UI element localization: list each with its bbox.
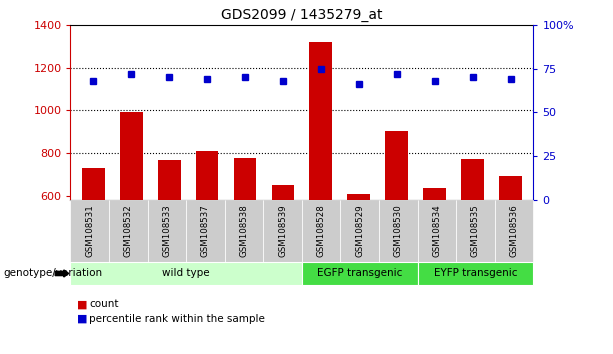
Bar xyxy=(82,168,105,200)
Bar xyxy=(234,158,256,200)
Text: wild type: wild type xyxy=(162,268,210,279)
Text: GSM108532: GSM108532 xyxy=(124,205,133,257)
Text: EYFP transgenic: EYFP transgenic xyxy=(434,268,517,279)
Text: GSM108529: GSM108529 xyxy=(356,205,364,257)
Text: GSM108528: GSM108528 xyxy=(317,205,326,257)
Text: GSM108535: GSM108535 xyxy=(471,205,480,257)
Text: GSM108537: GSM108537 xyxy=(201,205,210,257)
Text: GSM108538: GSM108538 xyxy=(240,205,248,257)
Text: GSM108530: GSM108530 xyxy=(394,205,403,257)
Text: EGFP transgenic: EGFP transgenic xyxy=(317,268,403,279)
Text: GSM108531: GSM108531 xyxy=(85,205,94,257)
Bar xyxy=(158,160,180,200)
Title: GDS2099 / 1435279_at: GDS2099 / 1435279_at xyxy=(221,8,383,22)
Text: percentile rank within the sample: percentile rank within the sample xyxy=(89,314,265,324)
Bar xyxy=(461,159,484,200)
Bar xyxy=(386,131,408,200)
Bar xyxy=(424,188,446,200)
Text: ■: ■ xyxy=(77,314,87,324)
Text: GSM108534: GSM108534 xyxy=(432,205,441,257)
Text: GSM108533: GSM108533 xyxy=(162,205,172,257)
Bar xyxy=(499,176,522,200)
Text: count: count xyxy=(89,299,118,309)
Text: GSM108536: GSM108536 xyxy=(509,205,519,257)
Bar xyxy=(196,151,218,200)
Bar xyxy=(272,185,294,200)
Text: GSM108539: GSM108539 xyxy=(278,205,287,257)
Text: genotype/variation: genotype/variation xyxy=(3,268,102,279)
Text: ■: ■ xyxy=(77,299,87,309)
Bar xyxy=(348,194,370,200)
Bar xyxy=(120,113,143,200)
Bar xyxy=(310,42,332,200)
